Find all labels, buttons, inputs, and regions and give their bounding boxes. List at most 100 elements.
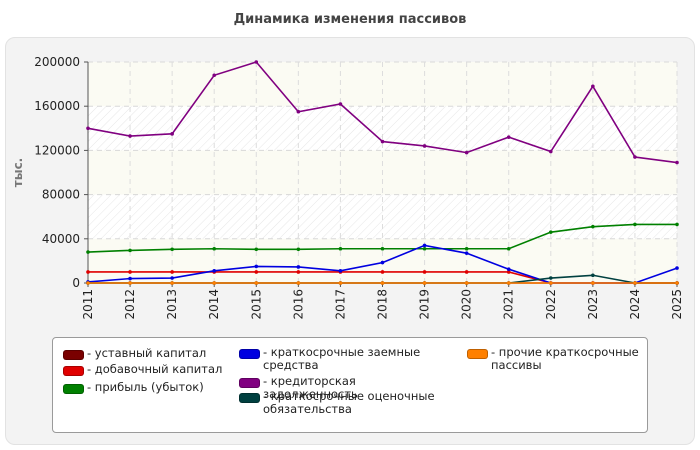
legend-label: - краткосрочные оценочные обязательства	[263, 389, 435, 416]
data-point	[86, 126, 90, 131]
x-tick-label: 2022	[544, 289, 558, 320]
series-6	[86, 281, 679, 285]
data-point	[591, 84, 595, 89]
data-point	[675, 160, 679, 165]
legend-swatch	[63, 384, 84, 394]
data-point	[380, 281, 385, 285]
data-point	[464, 270, 469, 274]
legend-swatch	[63, 350, 84, 360]
data-point	[675, 222, 679, 227]
data-point	[170, 276, 174, 280]
data-point	[633, 222, 637, 227]
legend-swatch	[63, 366, 84, 376]
data-point	[296, 247, 301, 252]
data-point	[338, 269, 343, 273]
data-point	[506, 246, 511, 251]
x-tick-label: 2015	[249, 289, 263, 320]
data-point	[506, 281, 511, 285]
data-point	[464, 150, 469, 155]
x-tick-label: 2018	[376, 289, 390, 320]
legend-item: - кредиторская задолженность	[239, 375, 439, 401]
data-point	[212, 73, 217, 78]
data-point	[128, 134, 132, 138]
y-tick-label: 120000	[34, 143, 80, 157]
legend-swatch	[239, 393, 260, 403]
y-tick-label: 160000	[34, 99, 80, 113]
data-point	[86, 250, 90, 254]
data-point	[338, 246, 343, 251]
legend-label: - уставный капитал	[87, 346, 207, 360]
data-point	[675, 281, 679, 285]
legend-label: - кредиторская задолженность	[263, 374, 358, 401]
data-point	[254, 60, 259, 64]
data-point	[633, 281, 637, 285]
data-point	[380, 260, 385, 265]
data-point	[464, 251, 469, 255]
legend-label: - прибыль (убыток)	[87, 380, 204, 394]
data-point	[548, 230, 553, 234]
y-tick-label: 0	[72, 276, 80, 290]
chart-legend: - уставный капитал - добавочный капитал - …	[52, 337, 648, 433]
x-tick-label: 2023	[586, 289, 600, 320]
data-point	[422, 270, 427, 274]
x-tick-label: 2012	[123, 289, 137, 320]
data-point	[591, 281, 595, 285]
data-point	[422, 281, 427, 285]
data-point	[548, 149, 553, 154]
data-point	[548, 281, 553, 285]
data-point	[212, 281, 217, 285]
data-point	[86, 281, 90, 285]
legend-swatch	[467, 349, 488, 359]
data-point	[296, 270, 301, 274]
data-point	[506, 267, 511, 271]
data-point	[254, 281, 259, 285]
y-tick-label: 200000	[34, 55, 80, 69]
legend-item: - прибыль (убыток)	[63, 381, 238, 394]
data-point	[548, 276, 553, 280]
series-2	[86, 222, 679, 254]
data-point	[170, 247, 174, 252]
x-tick-label: 2017	[333, 289, 347, 320]
x-tick-label: 2024	[628, 289, 642, 320]
legend-item: - прочие краткосрочные пассивы	[467, 346, 642, 372]
data-point	[254, 270, 259, 274]
x-tick-label: 2021	[502, 289, 516, 320]
data-point	[338, 281, 343, 285]
data-point	[380, 270, 385, 274]
data-point	[506, 135, 511, 139]
data-point	[296, 265, 301, 269]
y-tick-label: 80000	[42, 188, 80, 202]
legend-item: - добавочный капитал	[63, 363, 238, 376]
legend-label: - прочие краткосрочные пассивы	[491, 345, 639, 372]
data-point	[422, 246, 427, 251]
chart-title: Динамика изменения пассивов	[233, 12, 467, 27]
legend-label: - добавочный капитал	[87, 362, 223, 376]
data-point	[675, 266, 679, 270]
y-tick-label: 40000	[42, 232, 80, 246]
data-point	[170, 132, 174, 136]
data-point	[170, 281, 174, 285]
data-point	[464, 281, 469, 285]
x-tick-label: 2020	[460, 289, 474, 320]
series-4	[86, 60, 679, 165]
data-point	[296, 109, 301, 114]
data-point	[380, 139, 385, 144]
x-tick-label: 2013	[165, 289, 179, 320]
legend-item: - краткосрочные оценочные обязательства	[239, 390, 439, 416]
x-tick-label: 2019	[418, 289, 432, 320]
data-point	[422, 243, 427, 248]
x-tick-label: 2016	[291, 289, 305, 320]
data-point	[338, 102, 343, 106]
data-point	[254, 247, 259, 252]
data-point	[464, 246, 469, 251]
data-point	[212, 269, 217, 273]
data-point	[506, 270, 511, 274]
data-point	[296, 281, 301, 285]
legend-swatch	[239, 378, 260, 388]
legend-item: - краткосрочные заемные средства	[239, 346, 439, 372]
data-point	[170, 270, 174, 274]
data-point	[128, 270, 132, 274]
data-point	[128, 281, 132, 285]
data-point	[128, 276, 132, 281]
legend-item: - уставный капитал	[63, 347, 238, 360]
